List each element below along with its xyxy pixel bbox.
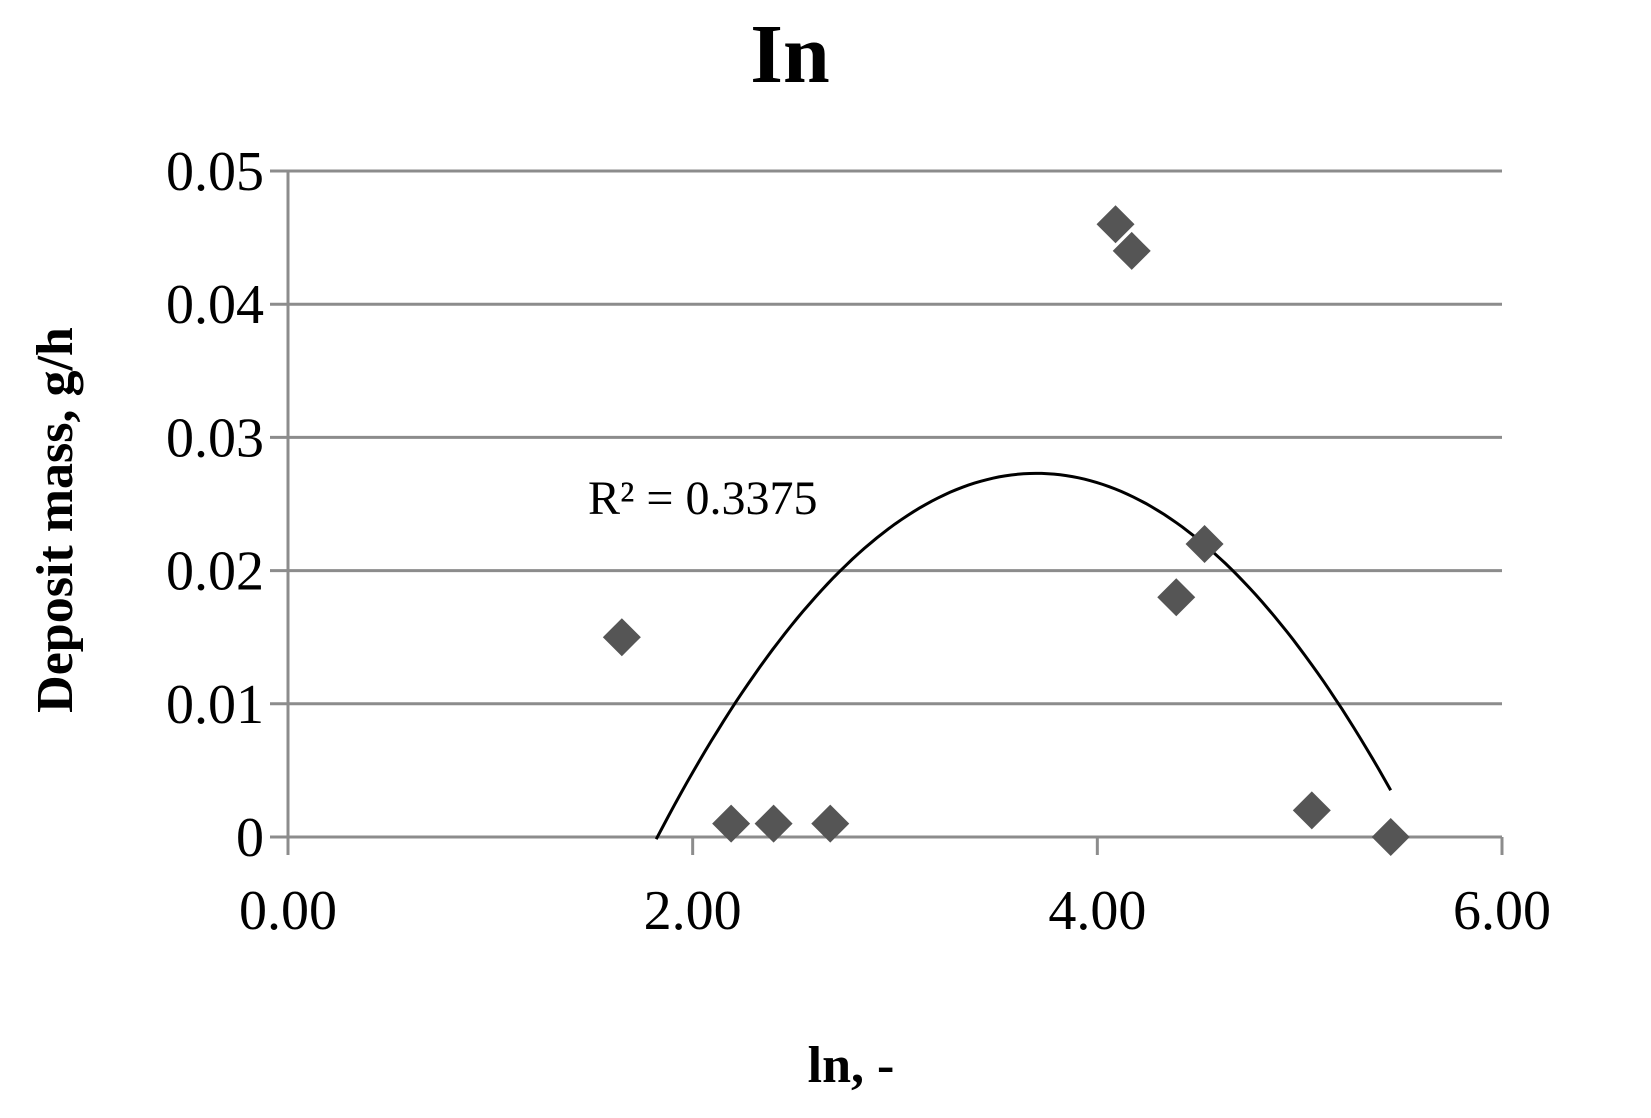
data-point-diamond [1371,818,1410,856]
data-point-diamond [1157,578,1196,617]
y-tick-label: 0.05 [166,141,264,203]
data-point-diamond [712,804,751,843]
data-point-diamond [602,618,641,657]
y-tick-label: 0.03 [166,407,264,469]
data-point-diamond [1096,205,1135,244]
y-tick-label: 0.04 [166,274,264,336]
x-tick-label: 4.00 [1048,880,1146,942]
data-point-diamond [1292,791,1331,830]
data-point-diamond [811,804,850,843]
data-point-diamond [754,804,793,843]
x-tick-label: 2.00 [644,880,742,942]
data-point-diamond [1112,231,1151,270]
y-tick-label: 0 [236,807,264,869]
r-squared-annotation: R² = 0.3375 [588,472,817,525]
x-tick-label: 0.00 [239,880,337,942]
data-point-diamond [1185,524,1224,563]
chart-title: In [750,8,829,101]
y-axis-label: Deposit mass, g/h [27,327,84,713]
polynomial-trendline [654,471,1393,840]
x-axis-label: ln, - [808,1037,895,1094]
x-tick-label: 6.00 [1453,880,1551,942]
y-tick-label: 0.02 [166,541,264,603]
y-tick-label: 0.01 [166,674,264,736]
